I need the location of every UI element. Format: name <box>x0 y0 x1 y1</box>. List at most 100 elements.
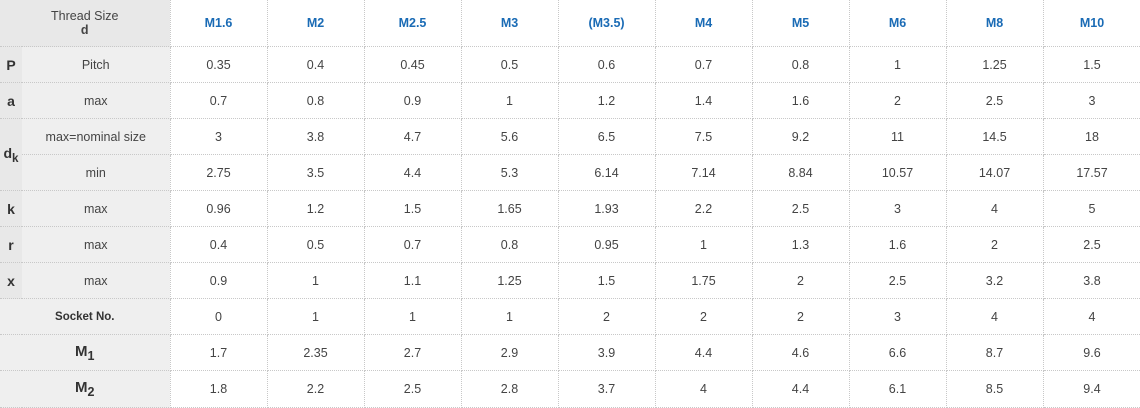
value-cell: 2.5 <box>849 262 947 299</box>
value-cell: 0.45 <box>364 46 462 83</box>
value-cell: 1.1 <box>364 262 462 299</box>
size-header: (M3.5) <box>558 0 656 47</box>
row-symbol-subscript: k <box>12 151 19 165</box>
value-cell: 1 <box>461 298 559 335</box>
m1-row: M1 1.7 2.35 2.7 2.9 3.9 4.4 4.6 6.6 8.7 9.6 <box>0 334 1140 371</box>
value-cell: 9.6 <box>1043 334 1140 371</box>
value-cell: 2.8 <box>461 370 559 408</box>
value-cell: 2.35 <box>267 334 365 371</box>
value-cell: 1.65 <box>461 190 559 227</box>
m1-label: M1 <box>0 334 171 371</box>
value-cell: 3.8 <box>267 118 365 155</box>
value-cell: 1.3 <box>752 226 850 263</box>
m2-label-symbol: M <box>75 379 88 396</box>
row-label: max=nominal size <box>22 118 171 155</box>
value-cell: 5 <box>1043 190 1140 227</box>
value-cell: 2.5 <box>364 370 462 408</box>
value-cell: 17.57 <box>1043 154 1140 191</box>
table-row: min 2.75 3.5 4.4 5.3 6.14 7.14 8.84 10.57 14.07 17… <box>0 154 1140 191</box>
value-cell: 1.2 <box>558 82 656 119</box>
size-header: M2 <box>267 0 365 47</box>
thread-size-label: Thread Size <box>51 9 119 23</box>
value-cell: 4.6 <box>752 334 850 371</box>
value-cell: 3 <box>170 118 268 155</box>
value-cell: 1.8 <box>170 370 268 408</box>
row-symbol-symbol: k <box>7 200 15 217</box>
thread-size-header: Thread Size d <box>0 0 171 47</box>
value-cell: 2.9 <box>461 334 559 371</box>
value-cell: 0.8 <box>461 226 559 263</box>
size-header: M1.6 <box>170 0 268 47</box>
value-cell: 2.5 <box>946 82 1044 119</box>
value-cell: 8.7 <box>946 334 1044 371</box>
table-row: k max 0.96 1.2 1.5 1.65 1.93 2.2 2.5 3 4 5 <box>0 190 1140 227</box>
value-cell: 1 <box>267 262 365 299</box>
value-cell: 3.9 <box>558 334 656 371</box>
m1-label-symbol: M <box>75 342 88 360</box>
value-cell: 1 <box>461 82 559 119</box>
value-cell: 0.96 <box>170 190 268 227</box>
row-symbol: k <box>0 190 22 227</box>
m2-row: M2 1.8 2.2 2.5 2.8 3.7 4 4.4 6.1 8.5 9.4 <box>0 370 1140 408</box>
header-row: Thread Size d M1.6 M2 M2.5 M3 (M3.5) M4 … <box>0 0 1140 47</box>
size-header: M2.5 <box>364 0 462 47</box>
socket-label: Socket No. <box>0 298 171 335</box>
value-cell: 0 <box>170 298 268 335</box>
value-cell: 0.95 <box>558 226 656 263</box>
value-cell: 6.1 <box>849 370 947 408</box>
value-cell: 11 <box>849 118 947 155</box>
value-cell: 3.7 <box>558 370 656 408</box>
value-cell: 2 <box>849 82 947 119</box>
value-cell: 1.75 <box>655 262 753 299</box>
table-row: x max 0.9 1 1.1 1.25 1.5 1.75 2 2.5 3.2 3.8 <box>0 262 1140 299</box>
value-cell: 3.5 <box>267 154 365 191</box>
row-symbol-symbol: x <box>7 272 15 289</box>
value-cell: 4.7 <box>364 118 462 155</box>
size-header: M8 <box>946 0 1044 47</box>
value-cell: 4 <box>946 298 1044 335</box>
value-cell: 1.4 <box>655 82 753 119</box>
table-row: dk max=nominal size 3 3.8 4.7 5.6 6.5 7.5 9.2 11 1… <box>0 118 1140 191</box>
value-cell: 1.6 <box>849 226 947 263</box>
value-cell: 0.9 <box>170 262 268 299</box>
m1-label-subscript: 1 <box>87 348 95 363</box>
value-cell: 2 <box>558 298 656 335</box>
row-label: max <box>22 190 171 227</box>
row-label: min <box>22 154 171 191</box>
value-cell: 3.2 <box>946 262 1044 299</box>
value-cell: 2.2 <box>655 190 753 227</box>
value-cell: 0.7 <box>655 46 753 83</box>
value-cell: 4 <box>946 190 1044 227</box>
row-symbol-symbol: a <box>7 92 15 109</box>
value-cell: 0.35 <box>170 46 268 83</box>
value-cell: 0.5 <box>267 226 365 263</box>
value-cell: 14.07 <box>946 154 1044 191</box>
value-cell: 1.5 <box>558 262 656 299</box>
value-cell: 2 <box>752 262 850 299</box>
value-cell: 0.8 <box>752 46 850 83</box>
value-cell: 1 <box>849 46 947 83</box>
value-cell: 4.4 <box>752 370 850 408</box>
value-cell: 9.2 <box>752 118 850 155</box>
value-cell: 0.9 <box>364 82 462 119</box>
value-cell: 3 <box>1043 82 1140 119</box>
value-cell: 4.4 <box>364 154 462 191</box>
table-row: r max 0.4 0.5 0.7 0.8 0.95 1 1.3 1.6 2 2.5 <box>0 226 1140 263</box>
value-cell: 1 <box>655 226 753 263</box>
value-cell: 7.14 <box>655 154 753 191</box>
row-label: max <box>22 226 171 263</box>
value-cell: 5.3 <box>461 154 559 191</box>
value-cell: 8.84 <box>752 154 850 191</box>
value-cell: 1.2 <box>267 190 365 227</box>
value-cell: 1 <box>267 298 365 335</box>
size-header: M6 <box>849 0 947 47</box>
value-cell: 3.8 <box>1043 262 1140 299</box>
size-header: M4 <box>655 0 753 47</box>
table-row: P Pitch 0.35 0.4 0.45 0.5 0.6 0.7 0.8 1 1.25 1.5 <box>0 46 1140 83</box>
value-cell: 4 <box>1043 298 1140 335</box>
value-cell: 8.5 <box>946 370 1044 408</box>
d-label: d <box>80 23 89 37</box>
value-cell: 9.4 <box>1043 370 1140 408</box>
value-cell: 2.2 <box>267 370 365 408</box>
